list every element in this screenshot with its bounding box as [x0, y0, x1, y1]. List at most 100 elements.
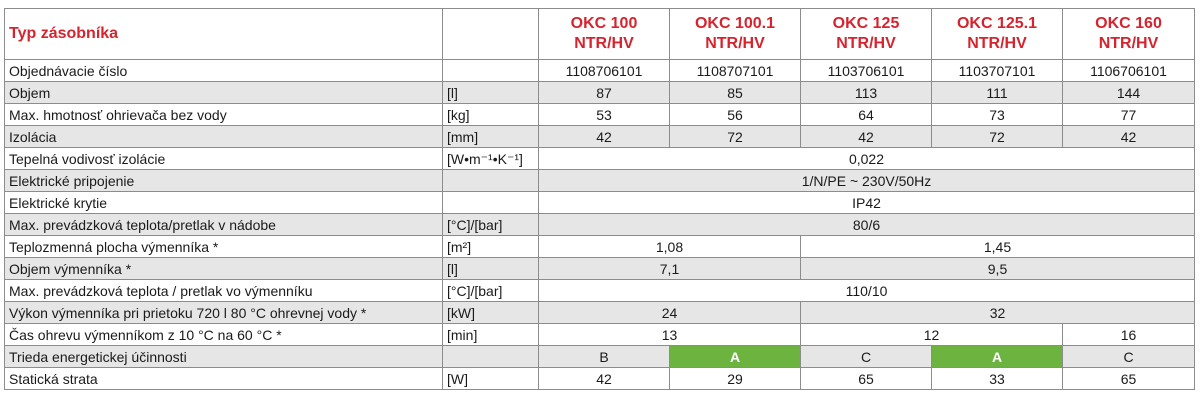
table-cell: 1108706101	[538, 59, 670, 82]
table-cell: 77	[1062, 103, 1195, 126]
column-header-model: OKC 125 NTR/HV	[800, 8, 932, 60]
table-cell: 42	[538, 367, 670, 390]
model-name: OKC 100	[570, 15, 638, 32]
table-row: Statická strata [W] 42 29 65 33 65	[4, 367, 1195, 390]
energy-class-badge: C	[1062, 345, 1195, 368]
table-cell: 42	[538, 125, 670, 148]
row-label: Statická strata	[4, 367, 443, 390]
row-unit	[442, 191, 539, 214]
table-cell: 87	[538, 81, 670, 104]
table-row: Max. prevádzková teplota / pretlak vo vý…	[4, 279, 1195, 302]
table-cell: 65	[800, 367, 932, 390]
table-cell-merged: IP42	[538, 191, 1195, 214]
table-row: Max. prevádzková teplota/pretlak v nádob…	[4, 213, 1195, 236]
energy-class-badge: B	[538, 345, 670, 368]
model-variant: NTR/HV	[705, 35, 765, 52]
row-label: Elektrické pripojenie	[4, 169, 443, 192]
table-cell: 33	[931, 367, 1063, 390]
row-unit: [l]	[442, 81, 539, 104]
model-name: OKC 160	[1095, 15, 1162, 32]
table-cell: 29	[669, 367, 801, 390]
row-label: Objem výmenníka *	[4, 257, 443, 280]
row-unit: [W]	[442, 367, 539, 390]
row-label: Elektrické krytie	[4, 191, 443, 214]
table-row: Elektrické krytie IP42	[4, 191, 1195, 214]
row-unit: [kW]	[442, 301, 539, 324]
table-cell-merged: 1,45	[800, 235, 1195, 258]
energy-class-badge: C	[800, 345, 932, 368]
row-label: Teplozmenná plocha výmenníka *	[4, 235, 443, 258]
model-name: OKC 125	[832, 15, 900, 32]
row-unit: [m²]	[442, 235, 539, 258]
table-cell: 1106706101	[1062, 59, 1195, 82]
row-label: Výkon výmenníka pri prietoku 720 l 80 °C…	[4, 301, 443, 324]
row-label: Tepelná vodivosť izolácie	[4, 147, 443, 170]
table-row: Izolácia [mm] 42 72 42 72 42	[4, 125, 1195, 148]
header-row: Typ zásobníka OKC 100 NTR/HV OKC 100.1 NTR…	[4, 8, 1195, 60]
row-label: Čas ohrevu výmenníkom z 10 °C na 60 °C *	[4, 323, 443, 346]
row-unit: [W•m⁻¹•K⁻¹]	[442, 147, 539, 170]
table-cell-merged: 80/6	[538, 213, 1195, 236]
table-cell: 85	[669, 81, 801, 104]
row-unit: [kg]	[442, 103, 539, 126]
table-cell-merged: 12	[800, 323, 1063, 346]
table-cell: 72	[669, 125, 801, 148]
model-name: OKC 100.1	[694, 15, 776, 32]
table-cell: 113	[800, 81, 932, 104]
table-row: Objednávacie číslo 1108706101 1108707101…	[4, 59, 1195, 82]
table-cell-merged: 24	[538, 301, 801, 324]
spec-table: Typ zásobníka OKC 100 NTR/HV OKC 100.1 NTR…	[4, 8, 1195, 390]
column-header-model: OKC 160 NTR/HV	[1062, 8, 1195, 60]
table-row: Trieda energetickej účinnosti B A C A C	[4, 345, 1195, 368]
row-label: Max. prevádzková teplota / pretlak vo vý…	[4, 279, 443, 302]
row-label: Trieda energetickej účinnosti	[4, 345, 443, 368]
model-variant: NTR/HV	[1098, 35, 1159, 52]
table-row: Elektrické pripojenie 1/N/PE ~ 230V/50Hz	[4, 169, 1195, 192]
row-unit	[442, 59, 539, 82]
row-unit: [mm]	[442, 125, 539, 148]
row-label: Max. hmotnosť ohrievača bez vody	[4, 103, 443, 126]
row-label: Izolácia	[4, 125, 443, 148]
table-row: Čas ohrevu výmenníkom z 10 °C na 60 °C *…	[4, 323, 1195, 346]
table-cell: 65	[1062, 367, 1195, 390]
row-unit: [l]	[442, 257, 539, 280]
row-label: Objednávacie číslo	[4, 59, 443, 82]
row-label: Max. prevádzková teplota/pretlak v nádob…	[4, 213, 443, 236]
table-cell: 1103707101	[931, 59, 1063, 82]
table-row: Tepelná vodivosť izolácie [W•m⁻¹•K⁻¹] 0,…	[4, 147, 1195, 170]
row-unit: [°C]/[bar]	[442, 213, 539, 236]
table-cell-merged: 9,5	[800, 257, 1195, 280]
table-row: Objem [l] 87 85 113 111 144	[4, 81, 1195, 104]
model-variant: NTR/HV	[967, 35, 1027, 52]
row-unit	[442, 345, 539, 368]
table-cell: 1108707101	[669, 59, 801, 82]
row-unit: [°C]/[bar]	[442, 279, 539, 302]
table-row: Teplozmenná plocha výmenníka * [m²] 1,08…	[4, 235, 1195, 258]
table-cell: 42	[800, 125, 932, 148]
table-cell-merged: 1,08	[538, 235, 801, 258]
row-unit: [min]	[442, 323, 539, 346]
model-variant: NTR/HV	[574, 35, 634, 52]
table-cell-merged: 1/N/PE ~ 230V/50Hz	[538, 169, 1195, 192]
column-header-type: Typ zásobníka	[4, 8, 443, 60]
table-cell: 111	[931, 81, 1063, 104]
spec-sheet: Typ zásobníka OKC 100 NTR/HV OKC 100.1 NTR…	[4, 8, 1195, 390]
table-cell-merged: 0,022	[538, 147, 1195, 170]
table-cell: 1103706101	[800, 59, 932, 82]
column-header-model: OKC 100.1 NTR/HV	[669, 8, 801, 60]
column-header-unit	[442, 8, 539, 60]
table-cell: 73	[931, 103, 1063, 126]
table-cell: 16	[1062, 323, 1195, 346]
energy-class-badge: A	[931, 345, 1063, 368]
table-cell: 42	[1062, 125, 1195, 148]
table-cell-merged: 13	[538, 323, 801, 346]
row-unit	[442, 169, 539, 192]
table-cell: 144	[1062, 81, 1195, 104]
table-cell-merged: 7,1	[538, 257, 801, 280]
table-row: Max. hmotnosť ohrievača bez vody [kg] 53…	[4, 103, 1195, 126]
model-variant: NTR/HV	[836, 35, 896, 52]
energy-class-badge: A	[669, 345, 801, 368]
table-cell-merged: 32	[800, 301, 1195, 324]
model-name: OKC 125.1	[956, 15, 1038, 32]
table-cell-merged: 110/10	[538, 279, 1195, 302]
